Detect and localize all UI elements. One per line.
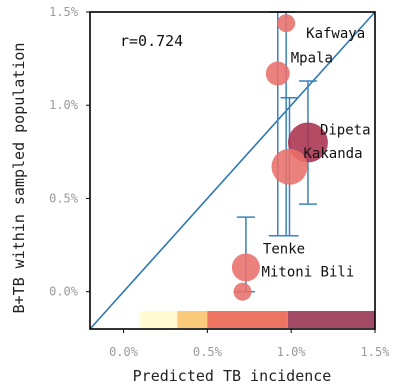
point-label-tenke: Tenke [263, 241, 305, 257]
colorbar-segment-2 [207, 311, 288, 328]
y-tick-label: 0.0% [49, 285, 79, 299]
colorbar [140, 311, 375, 328]
point-label-mitoni-bili: Mitoni Bili [262, 265, 355, 281]
data-points [231, 14, 328, 301]
x-tick-label: 0.5% [193, 345, 223, 359]
point-kafwaya [277, 14, 296, 33]
point-label-kafwaya: Kafwaya [306, 26, 365, 42]
x-tick-label: 1.0% [277, 345, 307, 359]
point-label-mpala: Mpala [291, 51, 333, 67]
point-kakanda [271, 148, 308, 185]
point-tenke [231, 253, 260, 282]
plot-frame [89, 11, 376, 330]
x-axis-label: Predicted TB incidence [133, 367, 332, 385]
point-mpala [265, 61, 290, 86]
identity-line [89, 11, 376, 330]
identity-line-layer [89, 11, 376, 330]
point-label-kakanda: Kakanda [304, 146, 363, 162]
colorbar-segment-0 [140, 311, 178, 328]
colorbar-segment-3 [287, 311, 375, 328]
point-labels: Kafwaya Mpala Dipeta Kakanda Tenke Mitoni Bil… [262, 26, 371, 281]
y-tick-label: 1.5% [49, 5, 79, 19]
colorbar-segment-1 [177, 311, 208, 328]
axis-ticks: 0.0% 0.5% 1.0% 1.5% 0.0% 0.5% 1.0% 1.5% [49, 5, 390, 359]
x-tick-label: 0.0% [109, 345, 139, 359]
y-tick-label: 0.5% [49, 191, 79, 205]
y-axis-label: B+TB within sampled population [10, 43, 28, 314]
correlation-annotation: r=0.724 [120, 32, 183, 50]
x-tick-label: 1.5% [361, 345, 391, 359]
y-tick-label: 1.0% [49, 98, 79, 112]
point-label-dipeta: Dipeta [320, 123, 371, 139]
point-mitoni-bili [233, 282, 252, 301]
